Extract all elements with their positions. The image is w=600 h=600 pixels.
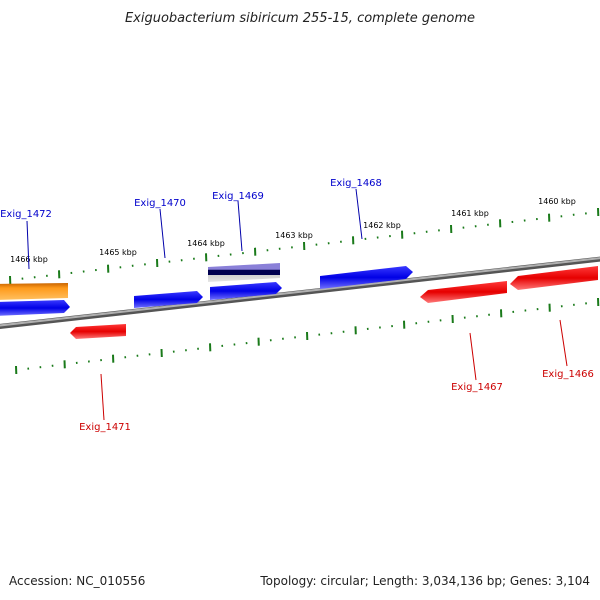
gene-label[interactable]: Exig_1467 [451,382,503,393]
gene-label[interactable]: Exig_1466 [542,369,594,380]
tick-label: 1462 kbp [363,221,401,230]
gene-label[interactable]: Exig_1470 [134,198,186,209]
gene-exig-1468[interactable] [320,266,413,289]
leader-line [26,220,30,270]
gene-label[interactable]: Exig_1469 [212,191,264,202]
gene-exig-1470[interactable] [134,291,203,308]
kbp-scale-outer [9,207,600,285]
kbp-scale-inner [15,297,600,375]
gene-exig-1472[interactable] [0,283,70,316]
gene-label[interactable]: Exig_1468 [330,178,382,189]
leader-line [469,332,477,381]
accession-text: Accession: NC_010556 [9,574,145,588]
tick-label: 1465 kbp [99,248,137,257]
genome-backbone-highlight [0,257,600,327]
gene-label[interactable]: Exig_1472 [0,209,52,220]
topology-text: Topology: circular; Length: 3,034,136 bp… [259,574,590,588]
gene-exig-1469[interactable] [208,263,282,300]
gene-label[interactable]: Exig_1471 [79,422,131,433]
leader-line [559,319,568,367]
page-title: Exiguobacterium sibiricum 255-15, comple… [125,11,475,26]
tick-label: 1461 kbp [451,209,489,218]
tick-label: 1464 kbp [187,239,225,248]
leader-line [237,200,243,252]
tick-label: 1460 kbp [538,197,576,206]
gene-exig-1467[interactable] [420,281,507,303]
gene-exig-1466[interactable] [510,266,598,290]
leader-line [159,208,166,259]
tick-label: 1463 kbp [275,231,313,240]
leader-line [100,373,105,421]
gene-exig-1471[interactable] [70,324,126,339]
leader-line [355,188,363,240]
